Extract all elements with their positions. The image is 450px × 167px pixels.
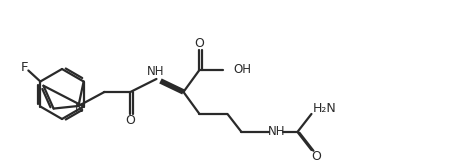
Text: N: N xyxy=(75,102,84,115)
Text: OH: OH xyxy=(234,63,252,76)
Text: F: F xyxy=(21,61,28,74)
Text: NH: NH xyxy=(268,125,285,138)
Text: H₂N: H₂N xyxy=(313,102,336,115)
Text: O: O xyxy=(311,150,321,163)
Text: O: O xyxy=(194,37,204,50)
Text: O: O xyxy=(126,114,135,127)
Text: NH: NH xyxy=(147,65,164,78)
